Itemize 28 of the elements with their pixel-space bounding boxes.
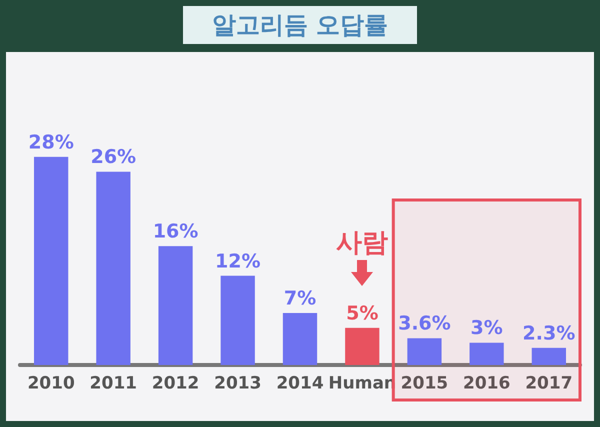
x-tick-label: 2010 [27,374,75,394]
bar [34,156,68,365]
bar [470,342,504,365]
x-tick-label: 2013 [214,374,262,394]
data-label: 3% [470,317,503,340]
data-label: 3.6% [398,312,451,335]
bar [96,172,130,365]
data-label: 5% [346,302,378,324]
chart-title: 알고리듬 오답률 [183,6,417,44]
annotation: 사람 [335,228,390,258]
bar [345,328,380,365]
data-label: 26% [90,146,136,168]
bar [220,276,255,365]
bar [407,338,442,365]
bar [158,246,193,365]
x-tick-label: 2014 [276,374,324,394]
bar [532,348,566,365]
data-label: 7% [284,287,316,310]
data-label: 2.3% [522,322,576,344]
x-tick-label: 2017 [525,374,573,394]
x-tick-label: 2012 [152,374,200,394]
x-tick-label: 2011 [90,374,137,394]
bar [282,312,318,365]
data-label: 16% [152,220,198,243]
data-label: 28% [28,131,74,154]
x-tick-label: 2015 [400,374,448,394]
x-tick-label: 2016 [463,374,510,394]
data-label: 12% [215,250,261,272]
